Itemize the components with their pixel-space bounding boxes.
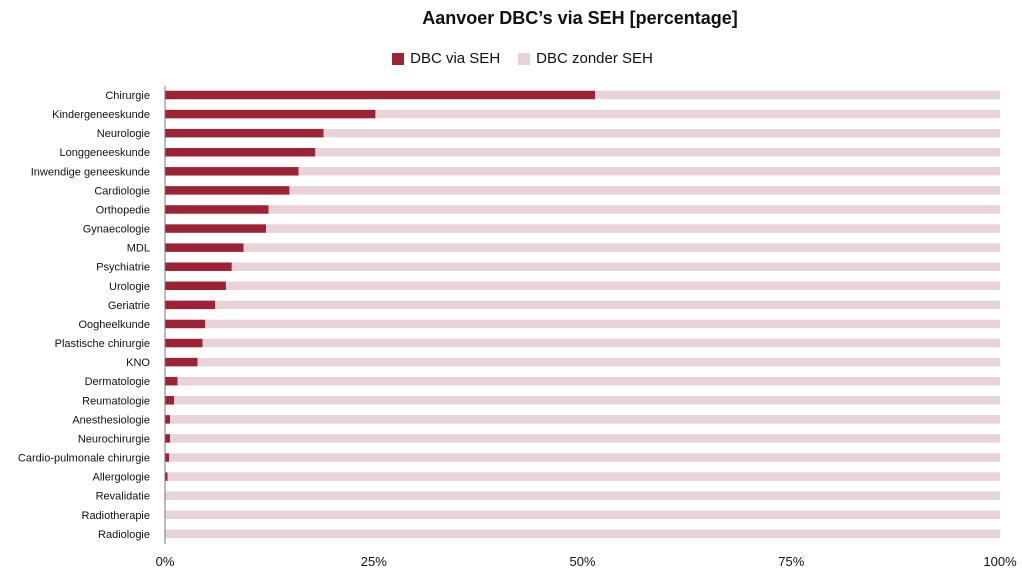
x-tick-label: 25% [361,554,387,569]
legend-swatch-zonder [518,52,531,65]
bar-zonder-seh [323,128,1000,138]
category-label: Reumatologie [82,395,150,407]
bar-zonder-seh [170,434,1000,443]
bar-via-seh [165,147,316,157]
category-label: Longgeneeskunde [59,147,150,159]
category-label: Cardio-pulmonale chirurgie [18,453,150,465]
category-label: Radiotherapie [82,510,151,522]
legend-swatch-via [392,52,405,65]
bar-zonder-seh [298,167,1001,176]
bar-zonder-seh [243,243,1001,252]
bar-via-seh [165,281,226,291]
category-label: Revalidatie [96,491,150,503]
legend: DBC via SEH DBC zonder SEH [0,50,1022,67]
bar-via-seh [165,453,170,462]
bar-via-seh [165,109,376,119]
x-tick-label: 100% [983,554,1017,569]
bar-via-seh [165,186,290,195]
bar-via-seh [165,472,168,481]
bar-via-seh [165,128,324,138]
bar-via-seh [165,415,171,424]
category-label: Allergologie [93,472,150,484]
bar-zonder-seh [167,472,1000,481]
category-label: Geriatrie [108,300,150,312]
category-label: Cardiologie [94,185,150,197]
bar-zonder-seh [225,281,1000,291]
bar-via-seh [165,262,232,271]
bar-zonder-seh [165,529,1000,539]
bar-zonder-seh [375,109,1000,119]
bar-zonder-seh [215,300,1001,310]
bar-zonder-seh [315,147,1000,157]
bar-zonder-seh [202,338,1000,348]
bar-via-seh [165,90,596,100]
bar-zonder-seh [165,510,1000,520]
bar-via-seh [165,357,198,367]
x-tick-label: 0% [156,554,175,569]
category-label: Radiologie [98,529,150,541]
chart-title: Aanvoer DBC’s via SEH [percentage] [422,8,738,28]
category-label: Neurochirurgie [78,433,150,445]
category-label: MDL [127,243,150,255]
legend-item-via: DBC via SEH [392,50,500,67]
category-label: Gynaecologie [83,224,150,236]
bar-zonder-seh [165,491,1000,500]
legend-label-zonder: DBC zonder SEH [536,50,653,67]
category-label: KNO [126,357,150,369]
category-label: Psychiatrie [96,262,150,274]
bar-via-seh [165,319,206,329]
bar-via-seh [165,224,267,233]
x-tick-label: 50% [569,554,595,569]
bar-zonder-seh [169,453,1001,462]
category-label: Inwendige geneeskunde [31,166,150,178]
bar-via-seh [165,376,178,386]
bar-zonder-seh [266,224,1000,233]
bar-zonder-seh [197,357,1000,367]
bar-zonder-seh [177,376,1000,386]
bar-zonder-seh [289,186,1000,195]
bar-zonder-seh [170,415,1000,424]
legend-item-zonder: DBC zonder SEH [518,50,653,67]
bar-via-seh [165,205,269,214]
bar-zonder-seh [595,90,1000,100]
bar-via-seh [165,167,299,176]
category-label: Anesthesiologie [72,414,150,426]
category-label: Chirurgie [105,90,150,102]
bar-zonder-seh [205,319,1000,329]
category-label: Neurologie [97,128,150,140]
bar-via-seh [165,434,171,443]
category-label: Plastische chirurgie [55,338,150,350]
bar-zonder-seh [174,396,1000,405]
category-label: Oogheelkunde [78,319,150,331]
category-label: Urologie [109,281,150,293]
bar-zonder-seh [268,205,1000,214]
x-tick-label: 75% [778,554,804,569]
category-label: Dermatologie [85,376,150,388]
bar-zonder-seh [231,262,1001,271]
category-label: Kindergeneeskunde [52,109,150,121]
legend-label-via: DBC via SEH [410,50,501,67]
category-label: Orthopedie [96,204,150,216]
bar-via-seh [165,300,216,310]
bar-via-seh [165,338,203,348]
bar-via-seh [165,243,244,252]
bar-via-seh [165,396,175,405]
